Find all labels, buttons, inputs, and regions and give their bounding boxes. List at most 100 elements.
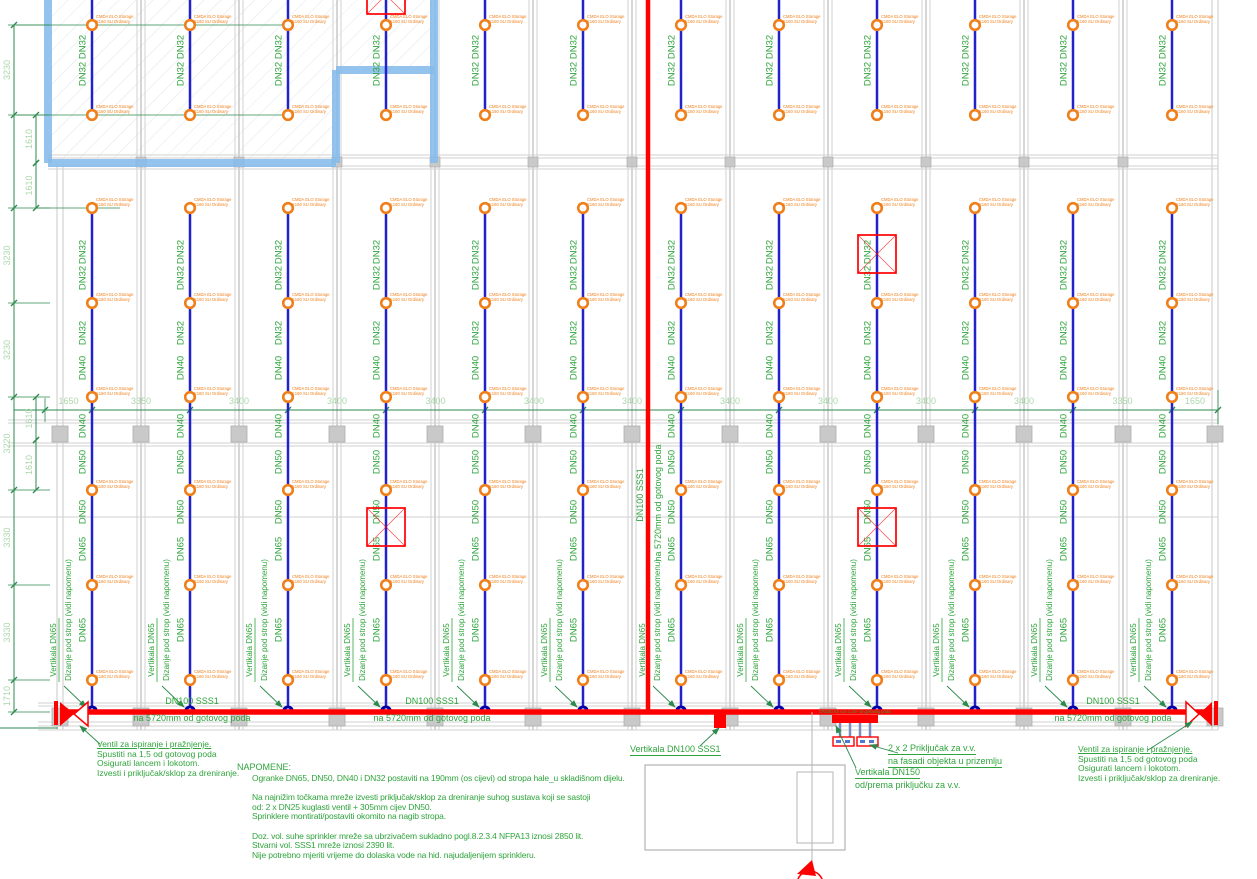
svg-text:DN32: DN32 bbox=[667, 321, 678, 345]
svg-text:DN100 SSS1: DN100 SSS1 bbox=[1086, 696, 1140, 706]
svg-text:K160 SU Ordinary: K160 SU Ordinary bbox=[979, 109, 1014, 114]
sprinkler-head-icon bbox=[281, 483, 295, 497]
svg-text:Dizanje pod strop (vidi napome: Dizanje pod strop (vidi napomenu) bbox=[162, 559, 171, 681]
svg-text:K160 SU Ordinary: K160 SU Ordinary bbox=[96, 391, 131, 396]
sprinkler-head-icon bbox=[478, 18, 492, 32]
svg-text:CMDA ELO Storage: CMDA ELO Storage bbox=[587, 479, 625, 484]
svg-text:Vertikala DN65: Vertikala DN65 bbox=[540, 623, 549, 677]
svg-text:K160 SU Ordinary: K160 SU Ordinary bbox=[292, 391, 327, 396]
svg-text:CMDA ELO Storage: CMDA ELO Storage bbox=[96, 386, 134, 391]
sprinkler-head-icon bbox=[772, 483, 786, 497]
sprinkler-head-icon bbox=[85, 296, 99, 310]
sprinkler-head-icon bbox=[870, 390, 884, 404]
svg-text:DN40: DN40 bbox=[78, 414, 89, 438]
svg-text:DN65: DN65 bbox=[863, 537, 874, 561]
callout-riser-dn150-line2: od/prema priključku za v.v. bbox=[855, 780, 961, 790]
svg-text:Dizanje pod strop (vidi napome: Dizanje pod strop (vidi napomenu) bbox=[1144, 559, 1153, 681]
svg-text:DN32: DN32 bbox=[765, 35, 776, 59]
svg-text:DN50: DN50 bbox=[961, 500, 972, 524]
svg-text:CMDA ELO Storage: CMDA ELO Storage bbox=[685, 104, 723, 109]
svg-text:DN65: DN65 bbox=[372, 537, 383, 561]
svg-text:K160 SU Ordinary: K160 SU Ordinary bbox=[979, 391, 1014, 396]
svg-text:3230: 3230 bbox=[2, 340, 12, 360]
svg-text:K160 SU Ordinary: K160 SU Ordinary bbox=[979, 484, 1014, 489]
svg-text:DN40: DN40 bbox=[372, 414, 383, 438]
svg-text:Vertikala DN65: Vertikala DN65 bbox=[834, 623, 843, 677]
svg-text:K160 SU Ordinary: K160 SU Ordinary bbox=[979, 579, 1014, 584]
svg-text:3400: 3400 bbox=[327, 396, 347, 406]
svg-text:K160 SU Ordinary: K160 SU Ordinary bbox=[979, 674, 1014, 679]
sprinkler-head-icon bbox=[183, 483, 197, 497]
svg-text:DN32: DN32 bbox=[176, 240, 187, 264]
svg-text:K160 SU Ordinary: K160 SU Ordinary bbox=[390, 202, 425, 207]
svg-text:DN40: DN40 bbox=[78, 356, 89, 380]
svg-text:DN32: DN32 bbox=[471, 35, 482, 59]
svg-text:CMDA ELO Storage: CMDA ELO Storage bbox=[881, 479, 919, 484]
svg-text:CMDA ELO Storage: CMDA ELO Storage bbox=[979, 386, 1017, 391]
svg-text:K160 SU Ordinary: K160 SU Ordinary bbox=[881, 202, 916, 207]
svg-text:DN65: DN65 bbox=[765, 618, 776, 642]
svg-text:DN32: DN32 bbox=[863, 240, 874, 264]
svg-text:CMDA ELO Storage: CMDA ELO Storage bbox=[783, 104, 821, 109]
svg-text:K160 SU Ordinary: K160 SU Ordinary bbox=[194, 484, 229, 489]
svg-text:DN32: DN32 bbox=[372, 62, 383, 86]
svg-text:K160 SU Ordinary: K160 SU Ordinary bbox=[1176, 19, 1211, 24]
svg-text:CMDA ELO Storage: CMDA ELO Storage bbox=[1176, 479, 1214, 484]
svg-text:DN50: DN50 bbox=[569, 500, 580, 524]
svg-text:CMDA ELO Storage: CMDA ELO Storage bbox=[292, 574, 330, 579]
sprinkler-head-icon bbox=[772, 108, 786, 122]
right-drain-valve-note: Ventil za ispiranje i pražnjenje. Spustit… bbox=[1078, 744, 1221, 783]
svg-text:K160 SU Ordinary: K160 SU Ordinary bbox=[587, 484, 622, 489]
sprinkler-head-icon bbox=[1165, 201, 1179, 215]
svg-text:DN32: DN32 bbox=[274, 62, 285, 86]
svg-text:DN32: DN32 bbox=[176, 266, 187, 290]
svg-text:CMDA ELO Storage: CMDA ELO Storage bbox=[292, 104, 330, 109]
svg-text:DN40: DN40 bbox=[471, 356, 482, 380]
footprint-detail bbox=[644, 712, 846, 879]
sprinkler-head-icon bbox=[478, 201, 492, 215]
svg-text:CMDA ELO Storage: CMDA ELO Storage bbox=[194, 479, 232, 484]
sprinkler-head-icon bbox=[379, 673, 393, 687]
svg-text:DN40: DN40 bbox=[667, 414, 678, 438]
svg-text:DN32: DN32 bbox=[274, 35, 285, 59]
svg-text:CMDA ELO Storage: CMDA ELO Storage bbox=[390, 669, 428, 674]
svg-text:K160 SU Ordinary: K160 SU Ordinary bbox=[489, 484, 524, 489]
svg-text:CMDA ELO Storage: CMDA ELO Storage bbox=[1077, 197, 1115, 202]
sprinkler-head-icon bbox=[576, 108, 590, 122]
sprinkler-head-icon bbox=[870, 483, 884, 497]
svg-text:CMDA ELO Storage: CMDA ELO Storage bbox=[96, 292, 134, 297]
svg-text:K160 SU Ordinary: K160 SU Ordinary bbox=[390, 674, 425, 679]
svg-text:DN65: DN65 bbox=[765, 537, 776, 561]
svg-text:DN50: DN50 bbox=[569, 450, 580, 474]
svg-text:CMDA ELO Storage: CMDA ELO Storage bbox=[685, 386, 723, 391]
sprinkler-head-icon bbox=[870, 673, 884, 687]
svg-text:CMDA ELO Storage: CMDA ELO Storage bbox=[685, 574, 723, 579]
svg-text:1610: 1610 bbox=[24, 408, 34, 428]
roof-opening-icon bbox=[857, 507, 897, 547]
svg-text:DN32: DN32 bbox=[1059, 35, 1070, 59]
svg-text:DN32: DN32 bbox=[765, 321, 776, 345]
sprinkler-head-icon bbox=[379, 483, 393, 497]
svg-text:K160 SU Ordinary: K160 SU Ordinary bbox=[783, 391, 818, 396]
sprinkler-head-icon bbox=[183, 390, 197, 404]
svg-text:1710: 1710 bbox=[2, 686, 12, 706]
svg-text:K160 SU Ordinary: K160 SU Ordinary bbox=[685, 297, 720, 302]
svg-text:CMDA ELO Storage: CMDA ELO Storage bbox=[96, 479, 134, 484]
svg-text:DN40: DN40 bbox=[765, 414, 776, 438]
svg-text:CMDA ELO Storage: CMDA ELO Storage bbox=[979, 104, 1017, 109]
svg-text:DN32: DN32 bbox=[1158, 266, 1169, 290]
callout-fire-connection-line2: na fasadi objekta u prizemlju bbox=[888, 756, 1003, 768]
svg-text:DN32: DN32 bbox=[569, 62, 580, 86]
svg-text:K160 SU Ordinary: K160 SU Ordinary bbox=[587, 202, 622, 207]
svg-text:DN65: DN65 bbox=[1158, 618, 1169, 642]
svg-text:CMDA ELO Storage: CMDA ELO Storage bbox=[1176, 669, 1214, 674]
svg-text:K160 SU Ordinary: K160 SU Ordinary bbox=[783, 579, 818, 584]
svg-text:CMDA ELO Storage: CMDA ELO Storage bbox=[587, 197, 625, 202]
svg-text:Vertikala DN65: Vertikala DN65 bbox=[49, 623, 58, 677]
svg-text:CMDA ELO Storage: CMDA ELO Storage bbox=[390, 479, 428, 484]
svg-text:CMDA ELO Storage: CMDA ELO Storage bbox=[979, 292, 1017, 297]
